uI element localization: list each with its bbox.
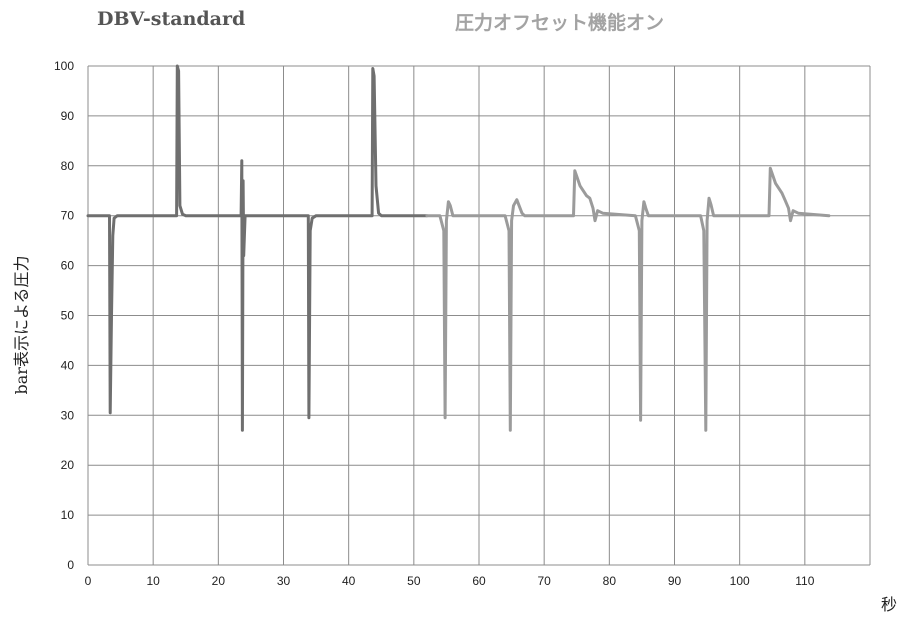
x-tick-label: 10 bbox=[146, 574, 160, 588]
x-tick-label: 20 bbox=[212, 574, 226, 588]
y-tick-label: 60 bbox=[61, 259, 75, 273]
y-tick-label: 70 bbox=[61, 209, 75, 223]
y-tick-label: 10 bbox=[61, 508, 75, 522]
x-tick-label: 70 bbox=[537, 574, 551, 588]
y-tick-label: 30 bbox=[61, 408, 75, 422]
x-tick-label: 50 bbox=[407, 574, 421, 588]
y-tick-label: 80 bbox=[61, 159, 75, 173]
legend-pressure-offset-on: 圧力オフセット機能オン bbox=[455, 12, 665, 34]
x-axis-label: 秒 bbox=[881, 595, 897, 614]
x-tick-label: 110 bbox=[795, 574, 814, 588]
x-tick-label: 80 bbox=[603, 574, 617, 588]
grid bbox=[87, 65, 871, 566]
y-tick-labels: 0 10 20 30 40 50 60 70 80 90 100 bbox=[54, 59, 74, 572]
x-tick-label: 90 bbox=[668, 574, 682, 588]
series-line-0 bbox=[86, 64, 429, 432]
legend-dbv-standard: DBV-standard bbox=[97, 8, 246, 30]
x-tick-label: 0 bbox=[85, 574, 92, 588]
y-tick-label: 50 bbox=[61, 309, 75, 323]
x-tick-label: 30 bbox=[277, 574, 291, 588]
y-axis-label: bar表示による圧力 bbox=[12, 256, 31, 395]
x-tick-label: 60 bbox=[472, 574, 486, 588]
y-tick-label: 40 bbox=[61, 358, 75, 372]
y-tick-label: 90 bbox=[61, 109, 75, 123]
series-lines bbox=[86, 64, 831, 432]
x-tick-labels: 0 10 20 30 40 50 60 70 80 90 100 110 bbox=[85, 574, 815, 588]
series-line-1 bbox=[425, 166, 831, 432]
y-tick-label: 100 bbox=[54, 59, 74, 73]
x-tick-label: 100 bbox=[730, 574, 750, 588]
x-tick-label: 40 bbox=[342, 574, 356, 588]
y-tick-label: 0 bbox=[67, 558, 74, 572]
y-tick-label: 20 bbox=[61, 458, 75, 472]
